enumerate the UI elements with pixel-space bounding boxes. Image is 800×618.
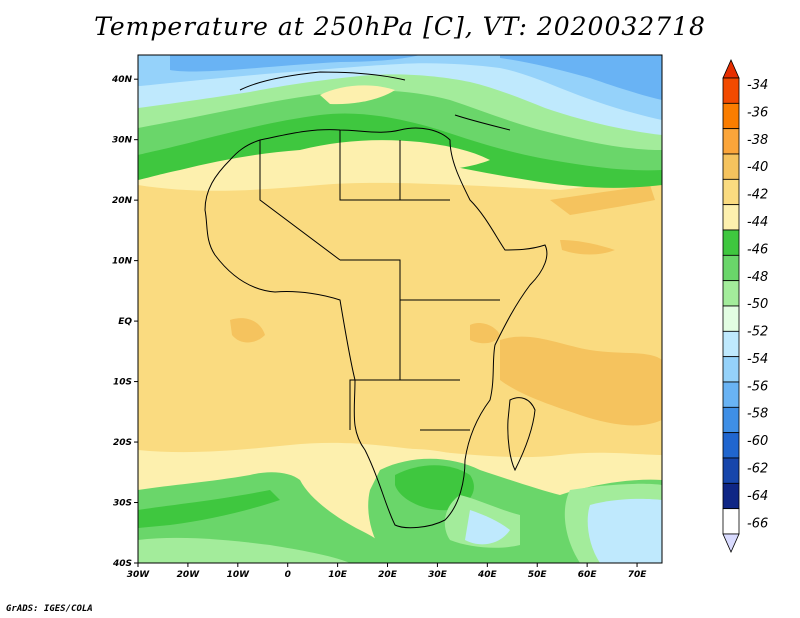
colorbar-swatch bbox=[722, 229, 740, 256]
map-frame bbox=[137, 54, 663, 564]
colorbar-swatch bbox=[722, 153, 740, 180]
colorbar-label: -60 bbox=[747, 434, 768, 449]
lon-tick-label: 50E bbox=[528, 570, 548, 580]
colorbar-swatch bbox=[722, 102, 740, 130]
colorbar-legend: -34 -36 -38 -40 -42 -44 -46 -48 -50 -52 -54 -56 -58 -… bbox=[722, 59, 768, 553]
colorbar-swatch bbox=[722, 77, 740, 104]
lat-tick-label: 40N bbox=[111, 75, 133, 85]
colorbar-swatch bbox=[722, 482, 740, 510]
colorbar-swatch bbox=[722, 457, 740, 484]
colorbar-label: -62 bbox=[747, 462, 768, 477]
colorbar-label: -38 bbox=[747, 133, 768, 148]
longitude-axis: 30W 20W 10W 0 10E 20E 30E 40E 50E 60E 70E bbox=[127, 563, 647, 580]
lon-tick-label: 10W bbox=[227, 570, 251, 580]
colorbar-swatch bbox=[722, 406, 740, 434]
colorbar-label: -50 bbox=[747, 297, 768, 312]
colorbar-label: -48 bbox=[747, 270, 768, 285]
lat-tick-label: 20S bbox=[113, 438, 132, 448]
lon-tick-label: 40E bbox=[477, 570, 498, 580]
colorbar-bottom-arrow bbox=[722, 533, 740, 553]
lon-tick-label: 30W bbox=[127, 570, 151, 580]
lat-tick-label: 40S bbox=[112, 559, 132, 569]
lat-tick-label: 30S bbox=[113, 499, 132, 509]
colorbar-label: -58 bbox=[747, 407, 768, 422]
colorbar-label: -54 bbox=[747, 352, 768, 367]
colorbar-label: -52 bbox=[747, 325, 768, 340]
colorbar-label: -64 bbox=[747, 489, 768, 504]
colorbar-label: -56 bbox=[747, 379, 768, 394]
colorbar-swatch bbox=[722, 381, 740, 408]
lon-tick-label: 30E bbox=[428, 570, 448, 580]
colorbar-swatch bbox=[722, 204, 740, 231]
lat-tick-label: 10N bbox=[112, 257, 133, 267]
lat-tick-label: 30N bbox=[112, 136, 133, 146]
colorbar-label: -44 bbox=[747, 215, 768, 230]
lon-tick-label: 70E bbox=[628, 570, 648, 580]
colorbar-swatch bbox=[722, 356, 740, 383]
lon-tick-label: 10E bbox=[328, 570, 348, 580]
colorbar-swatch bbox=[722, 330, 740, 358]
colorbar-swatch bbox=[722, 178, 740, 206]
lat-tick-label: 10S bbox=[113, 378, 132, 388]
lon-tick-label: 0 bbox=[285, 570, 291, 580]
colorbar-label: -34 bbox=[747, 78, 768, 93]
lat-tick-label: EQ bbox=[118, 317, 132, 327]
latitude-axis: 40N 30N 20N 10N EQ 10S 20S 30S 40S bbox=[111, 75, 138, 569]
colorbar-label: -36 bbox=[747, 105, 768, 120]
colorbar-label: -66 bbox=[747, 516, 768, 531]
lat-tick-label: 20N bbox=[112, 196, 133, 206]
colorbar-swatch bbox=[722, 432, 740, 459]
colorbar-label: -42 bbox=[747, 188, 768, 203]
colorbar-label: -40 bbox=[747, 160, 768, 175]
colorbar-swatch bbox=[722, 280, 740, 307]
chart-title: Temperature at 250hPa [C], VT: 202003271… bbox=[94, 12, 706, 41]
colorbar-top-arrow bbox=[722, 59, 740, 79]
lon-tick-label: 20W bbox=[177, 570, 201, 580]
colorbar-swatch bbox=[722, 254, 740, 282]
colorbar-swatch bbox=[722, 128, 740, 155]
colorbar-label: -46 bbox=[747, 242, 768, 257]
colorbar-swatch bbox=[722, 508, 740, 535]
grads-credit: GrADS: IGES/COLA bbox=[6, 604, 93, 614]
colorbar-swatch bbox=[722, 305, 740, 332]
lon-tick-label: 60E bbox=[578, 570, 598, 580]
coastlines bbox=[204, 71, 548, 529]
lon-tick-label: 20E bbox=[378, 570, 398, 580]
